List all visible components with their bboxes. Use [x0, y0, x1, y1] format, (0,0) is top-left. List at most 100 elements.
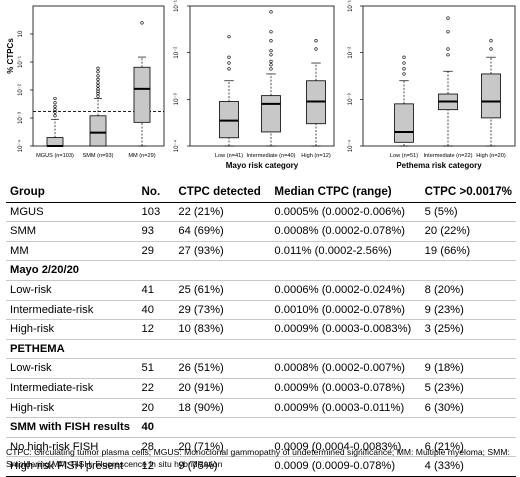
y-axis-label: % CTPCs	[6, 38, 15, 74]
cell-ctpc-threshold: 19 (66%)	[424, 244, 471, 257]
outlier-point	[96, 87, 100, 91]
header-median-ctpc: Median CTPC (range)	[274, 185, 392, 198]
cell-group: MGUS	[10, 205, 44, 218]
cell-group: PETHEMA	[10, 342, 65, 355]
category-label: SMM (n=93)	[83, 153, 114, 159]
outlier-point	[140, 21, 144, 25]
cell-ctpc-threshold	[421, 339, 516, 359]
cell-number	[138, 261, 175, 281]
outlier-point	[227, 61, 231, 65]
outlier-point	[446, 47, 450, 51]
cell-ctpc-detected: 20 (71%)	[178, 440, 224, 453]
table-header-row: Group No. CTPC detected Median CTPC (ran…	[6, 183, 516, 203]
header-number: No.	[141, 185, 161, 198]
cell-number: 12	[141, 323, 154, 336]
outlier-point	[227, 55, 231, 59]
outlier-point	[314, 47, 318, 51]
cell-ctpc-detected	[174, 339, 270, 359]
box-2: Intermediate (n=22)	[424, 16, 473, 159]
header-ctpc-detected: CTPC detected	[178, 185, 261, 198]
boxplot-panel-3: 10⁻⁴ 10⁻³ 10⁻² 10⁻¹ Low (n=51) Intermediate (…	[347, 0, 516, 170]
boxplot-panel-2: 10⁻⁴ 10⁻³ 10⁻² 10⁻¹ Low (n=41) Intermediate (…	[173, 0, 335, 170]
cell-group: Intermediate-risk	[10, 381, 94, 394]
table-section-row: PETHEMA	[6, 339, 516, 359]
table-row: MGUS 103 22 (21%) 0.0005% (0.0002-0.006%) 5 …	[6, 202, 516, 222]
cell-median-ctpc: 0.0009% (0.0003-0.0083%)	[274, 323, 412, 336]
outlier-point	[269, 59, 273, 63]
outlier-point	[402, 55, 406, 59]
cell-number: 12	[141, 460, 154, 473]
outlier-point	[489, 47, 493, 51]
cell-ctpc-threshold: 4 (33%)	[424, 460, 464, 473]
boxplot-panel-1: 10⁻⁴ 10⁻³ 10⁻² 10⁻¹ 10% CTPCs MGUS (n=103) SMM…	[6, 5, 165, 159]
cell-ctpc-threshold: 6 (21%)	[424, 440, 464, 453]
table-section-row: Mayo 2/20/20	[6, 261, 516, 281]
cell-number: 93	[141, 225, 154, 238]
outlier-point	[96, 94, 100, 98]
y-tick-label: 10⁻²	[348, 47, 354, 59]
y-tick-label: 10⁻²	[18, 84, 24, 96]
box-3: High (n=12)	[301, 39, 331, 159]
category-label: MGUS (n=103)	[36, 153, 74, 159]
y-tick-label: 10	[18, 30, 24, 37]
outlier-point	[96, 91, 100, 96]
box-3: High (n=20)	[476, 39, 506, 159]
cell-number: 22	[141, 381, 154, 394]
ctpc-summary-table: Group No. CTPC detected Median CTPC (ran…	[6, 183, 516, 477]
cell-median-ctpc: 0.0008% (0.0002-0.078%)	[274, 225, 406, 238]
table-row: Intermediate-risk 22 20 (91%) 0.0009% (0.00…	[6, 378, 516, 399]
cell-median-ctpc: 0.0010% (0.0002-0.078%)	[274, 303, 406, 316]
table-row: MM 29 27 (93%) 0.011% (0.0002-2.56%) 19 (66%…	[6, 241, 516, 261]
outlier-point	[446, 30, 450, 34]
outlier-point	[314, 39, 318, 43]
cell-ctpc-threshold: 5 (5%)	[424, 205, 458, 218]
y-tick-label: 10⁻²	[174, 47, 180, 59]
outlier-point	[402, 72, 406, 76]
cell-ctpc-detected: 26 (51%)	[178, 362, 224, 375]
cell-number: 41	[141, 283, 154, 296]
outlier-point	[53, 96, 57, 101]
category-label: Low (n=41)	[215, 153, 243, 159]
cell-median-ctpc: 0.0006% (0.0002-0.024%)	[274, 283, 406, 296]
outlier-point	[96, 77, 100, 81]
cell-group: High-risk FISH present	[10, 460, 124, 473]
cell-ctpc-detected	[174, 418, 270, 438]
y-tick-label: 10⁻¹	[174, 0, 180, 12]
cell-ctpc-threshold: 9 (18%)	[424, 362, 464, 375]
cell-median-ctpc	[270, 339, 420, 359]
category-label: Intermediate (n=40)	[247, 153, 296, 159]
y-tick-label: 10⁻¹	[18, 56, 24, 68]
header-ctpc-threshold: CTPC >0.0017%	[424, 185, 512, 198]
outlier-point	[96, 81, 100, 85]
outlier-point	[446, 53, 450, 57]
outlier-point	[227, 35, 231, 39]
outlier-point	[96, 84, 100, 88]
outlier-point	[269, 10, 273, 14]
boxplot-panels: 10⁻⁴ 10⁻³ 10⁻² 10⁻¹ 10% CTPCs MGUS (n=103) SMM…	[6, 0, 516, 170]
category-label: High (n=20)	[476, 153, 506, 159]
cell-group: MM	[10, 244, 29, 257]
table-row: Low-risk 51 26 (51%) 0.0008% (0.0002-0.007%…	[6, 359, 516, 379]
cell-ctpc-threshold	[421, 418, 516, 438]
cell-ctpc-threshold	[421, 261, 516, 281]
table-row: High-risk 12 10 (83%) 0.0009% (0.0003-0.008…	[6, 320, 516, 340]
cell-number: 29	[141, 244, 154, 257]
cell-ctpc-threshold: 3 (25%)	[424, 323, 464, 336]
cell-group: High-risk	[10, 401, 55, 414]
cell-number: 40	[141, 421, 154, 434]
cell-ctpc-detected: 25 (61%)	[178, 283, 224, 296]
cell-number: 40	[141, 303, 154, 316]
cell-group: No high-risk FISH	[10, 440, 99, 453]
category-label: High (n=12)	[301, 153, 331, 159]
cell-ctpc-detected: 29 (73%)	[178, 303, 224, 316]
outlier-point	[53, 114, 57, 118]
cell-median-ctpc: 0.011% (0.0002-2.56%)	[274, 244, 392, 257]
table-row: High-risk 20 18 (90%) 0.0009% (0.0003-0.011…	[6, 398, 516, 418]
category-label: Low (n=51)	[390, 153, 418, 159]
panel-title: Mayo risk category	[226, 161, 299, 170]
table-section-row: SMM with FISH results 40	[6, 418, 516, 438]
cell-ctpc-detected: 64 (69%)	[178, 225, 224, 238]
cell-group: SMM	[10, 225, 37, 238]
outlier-point	[96, 66, 100, 70]
cell-group: Low-risk	[10, 283, 52, 296]
